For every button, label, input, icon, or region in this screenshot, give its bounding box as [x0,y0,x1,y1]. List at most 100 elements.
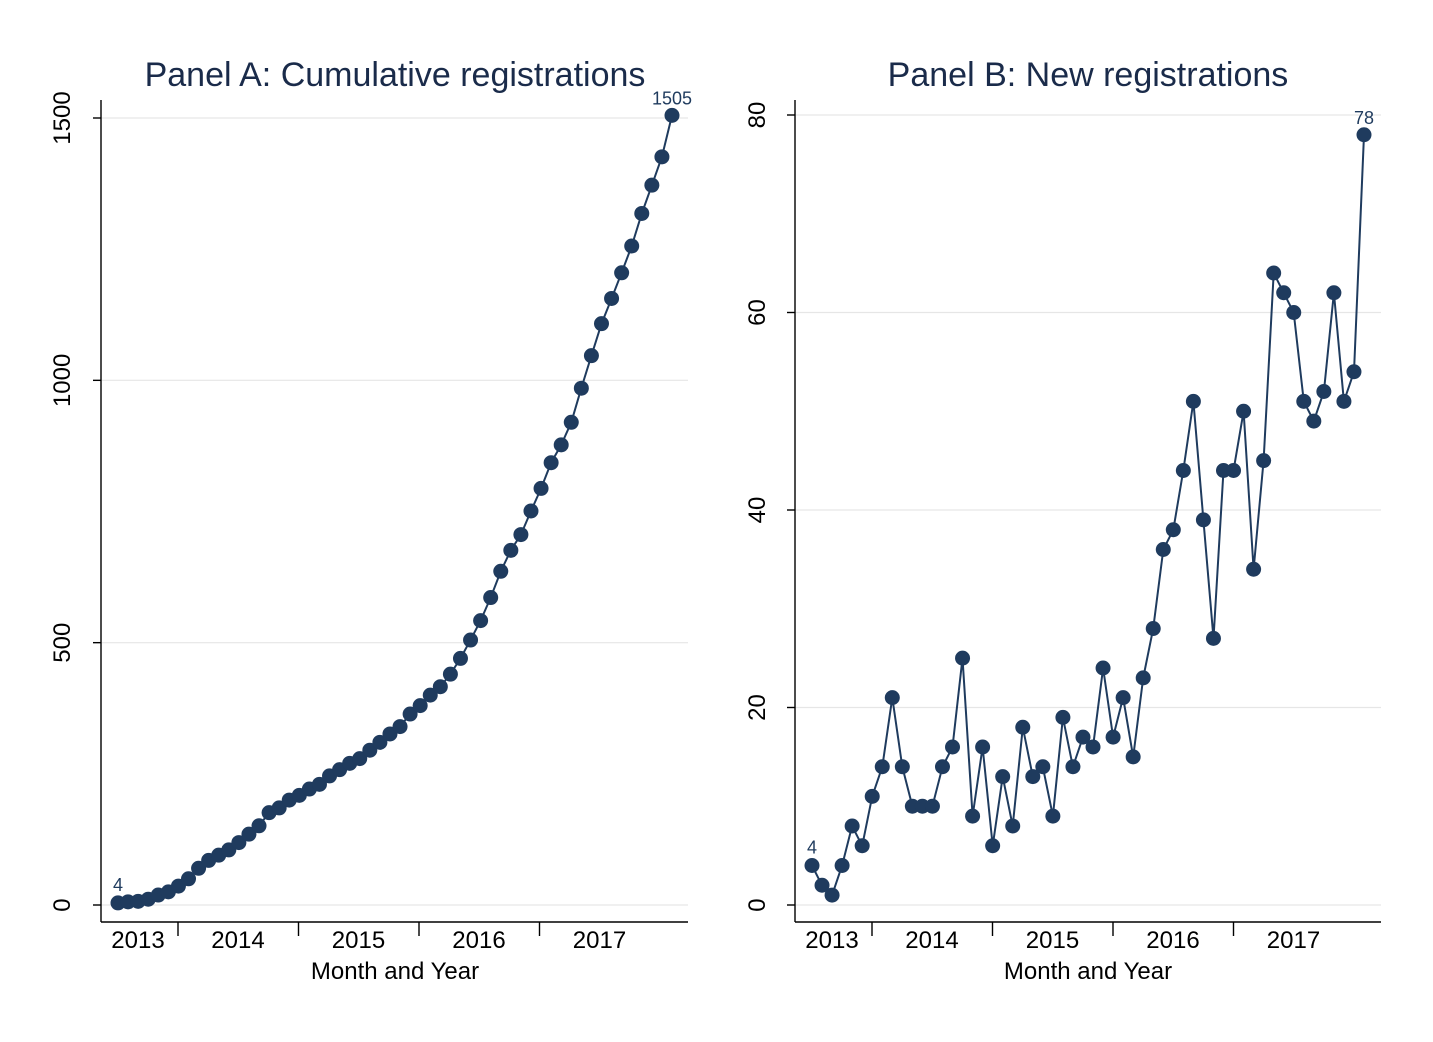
panel-a-x-tick-label-3: 2016 [452,927,505,954]
panel-a-point-39 [503,542,519,558]
panel-a-point-41 [523,503,539,519]
panel-b-point-27 [1075,729,1091,745]
panel-b-point-31 [1115,690,1131,706]
panel-a-point-52 [634,205,650,221]
panel-a-point-43 [543,455,559,471]
panel-b-point-24 [1045,808,1061,824]
panel-b-point-38 [1185,393,1201,409]
panel-b-point-15 [955,650,971,666]
panel-b-y-tick-label-0: 0 [744,898,771,911]
panel-b-title: Panel B: New registrations [888,56,1289,94]
panel-b-point-17 [975,739,991,755]
panel-b-x-axis-title: Month and Year [1004,958,1172,985]
panel-b-point-45 [1256,453,1272,469]
panel-a-point-32 [432,679,448,695]
panel-b-point-21 [1015,719,1031,735]
panel-a-point-12 [231,835,247,851]
panel-b-point-49 [1296,393,1312,409]
panel-b-x-tick-label-3: 2016 [1146,927,1199,954]
panel-b-y-tick-label-4: 80 [744,102,771,129]
panel-a-cumulative-chart: Panel A: Cumulative registrations Month … [49,56,692,985]
panel-b-point-22 [1025,769,1041,785]
panel-a-y-tick-label-3: 1500 [49,91,76,144]
panel-b-point-3 [834,858,850,873]
panel-b-point-4 [844,818,860,834]
panel-b-point-52 [1326,285,1342,301]
panel-b-label-last: 78 [1354,108,1374,128]
panel-a-point-46 [573,380,589,396]
panel-b-point-16 [965,808,981,824]
panel-a-point-44 [553,437,569,453]
panel-b-y-tick-label-3: 60 [744,299,771,326]
panel-b-point-35 [1155,542,1171,557]
panel-a-point-36 [473,613,489,629]
panel-a-point-34 [452,650,468,666]
panel-b-label-first: 4 [807,838,817,858]
panel-a-point-13 [241,826,257,842]
panel-a-x-tick-label-4: 2017 [573,927,626,954]
panel-b-point-1 [814,877,830,893]
panel-a-point-33 [442,666,458,682]
panel-b-y-tick-label-2: 40 [744,497,771,524]
panel-b-point-28 [1085,739,1101,755]
panel-a-label-first: 4 [113,875,123,895]
panel-a-point-29 [402,706,418,722]
panel-b-point-33 [1135,670,1151,686]
panel-b-point-51 [1316,384,1332,399]
panel-a-point-35 [463,632,479,648]
panel-a-y-tick-label-1: 500 [49,623,76,663]
panel-a-point-53 [644,177,660,193]
panel-b-point-2 [824,887,840,903]
panel-a-x-axis-title: Month and Year [311,958,479,985]
panel-a-point-30 [412,698,428,714]
panel-a-point-54 [654,149,670,165]
panel-a-point-40 [513,527,529,543]
panel-a-label-last: 1505 [652,88,692,108]
panel-a-point-7 [181,871,197,887]
panel-b-point-39 [1195,512,1211,528]
panel-a-point-16 [271,800,287,816]
panel-b-point-14 [945,739,961,755]
panel-b-point-48 [1286,305,1302,320]
panel-b-point-40 [1205,630,1221,646]
panel-b-point-8 [884,690,900,706]
panel-b-point-12 [924,798,940,814]
panel-a-point-37 [483,590,499,606]
panel-a-point-50 [614,265,630,281]
panel-a-point-14 [251,818,267,834]
panel-b-point-19 [995,769,1011,785]
panel-b-point-20 [1005,818,1021,834]
panel-a-point-49 [604,290,620,306]
panel-a-y-tick-label-0: 0 [49,898,76,911]
panel-b-x-tick-label-0: 2013 [805,927,858,954]
panel-b-point-36 [1165,522,1181,538]
panel-a-point-47 [583,348,599,364]
panel-a-point-42 [533,480,549,496]
panel-b-point-9 [894,759,910,775]
panel-b-point-5 [854,838,870,854]
panel-b-point-42 [1226,463,1242,478]
panel-b-point-55 [1356,127,1372,143]
panel-a-point-25 [362,742,378,758]
panel-a-point-28 [392,719,408,735]
panel-a-y-tick-label-2: 1000 [49,354,76,407]
panel-b-point-23 [1035,759,1051,775]
panel-b-point-53 [1336,393,1352,409]
panel-b-point-34 [1145,621,1161,636]
panel-a-point-26 [372,734,388,750]
panel-b-point-0 [804,858,820,873]
panel-b-point-54 [1346,364,1362,380]
panel-a-point-20 [311,776,327,792]
panel-a-x-tick-label-2: 2015 [332,927,385,954]
panel-a-point-31 [422,687,438,703]
panel-b-point-25 [1055,709,1071,725]
panel-a-point-55 [664,107,680,123]
panel-b-point-13 [934,759,950,775]
panel-b-x-tick-label-4: 2017 [1267,927,1320,954]
panel-b-point-29 [1095,660,1111,676]
panel-b-point-6 [864,788,880,804]
panel-b-point-43 [1236,403,1252,419]
panel-a-point-45 [563,414,579,430]
